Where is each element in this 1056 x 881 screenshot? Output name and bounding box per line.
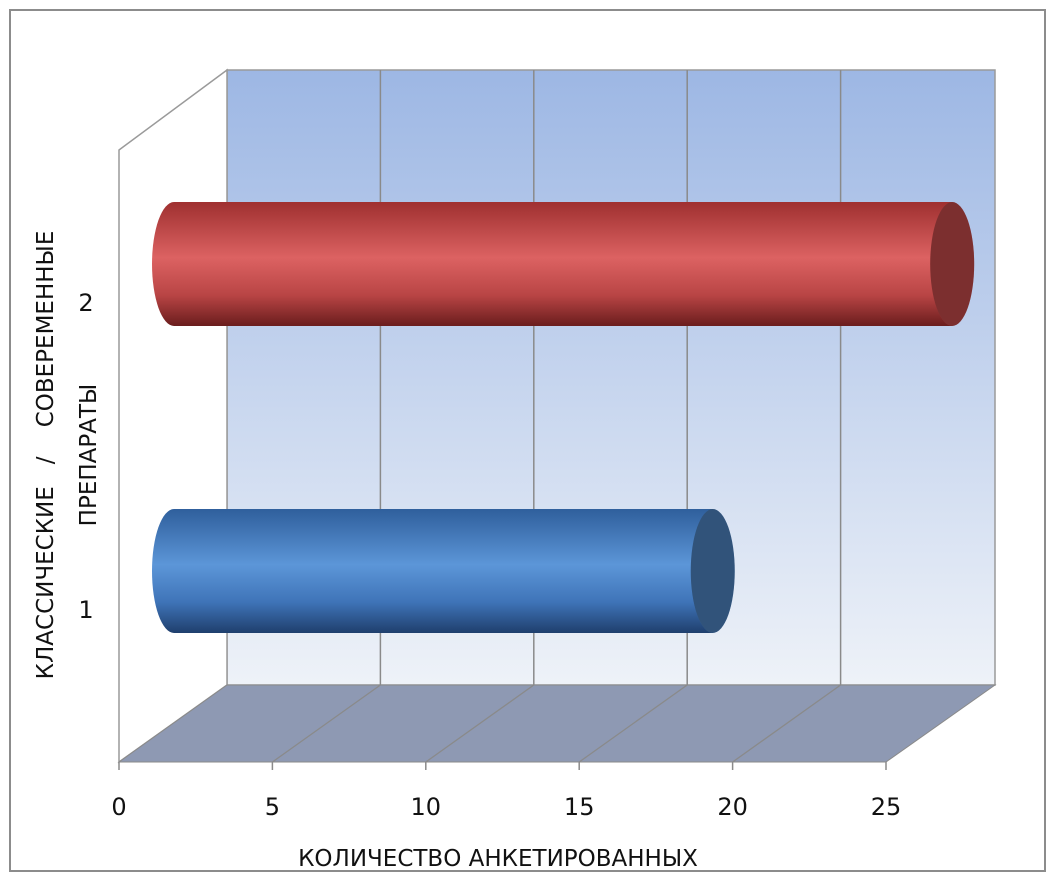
x-tick-labels: 0 5 10 15 20 25 — [111, 762, 901, 821]
x-tick-label: 0 — [111, 793, 126, 821]
bar-category-2 — [152, 202, 975, 326]
x-tick-label: 15 — [564, 793, 595, 821]
floor-gridline — [732, 684, 841, 763]
floor-gridline — [425, 684, 535, 763]
x-axis-title: КОЛИЧЕСТВО АНКЕТИРОВАННЫХ — [298, 846, 698, 872]
x-tick-label: 25 — [871, 793, 902, 821]
x-tick-label: 10 — [411, 793, 442, 821]
bar-category-1 — [152, 509, 735, 633]
y-axis-title-line2: ПРЕПАРАТЫ — [76, 384, 102, 527]
floor — [117, 684, 997, 763]
bar-body — [152, 202, 953, 326]
bar-end-cap-shade — [930, 202, 975, 326]
y-tick-labels: 12 — [78, 289, 93, 624]
floor-gridline — [272, 684, 381, 763]
floor-gridline — [578, 684, 688, 763]
bar-end-cap — [930, 202, 975, 326]
x-tick-label: 5 — [265, 793, 280, 821]
y-axis-title-line1: КЛАССИЧЕСКИЕ / СОВЕРЕМЕННЫЕ — [33, 231, 59, 680]
bar-end-cap — [690, 509, 735, 633]
x-tick-label: 20 — [717, 793, 748, 821]
bar-end-cap-shade — [690, 509, 735, 633]
y-tick-label: 2 — [78, 289, 93, 317]
bars — [152, 202, 975, 633]
y-tick-label: 1 — [78, 596, 93, 624]
side-wall — [118, 68, 228, 764]
bar-body — [152, 509, 713, 633]
